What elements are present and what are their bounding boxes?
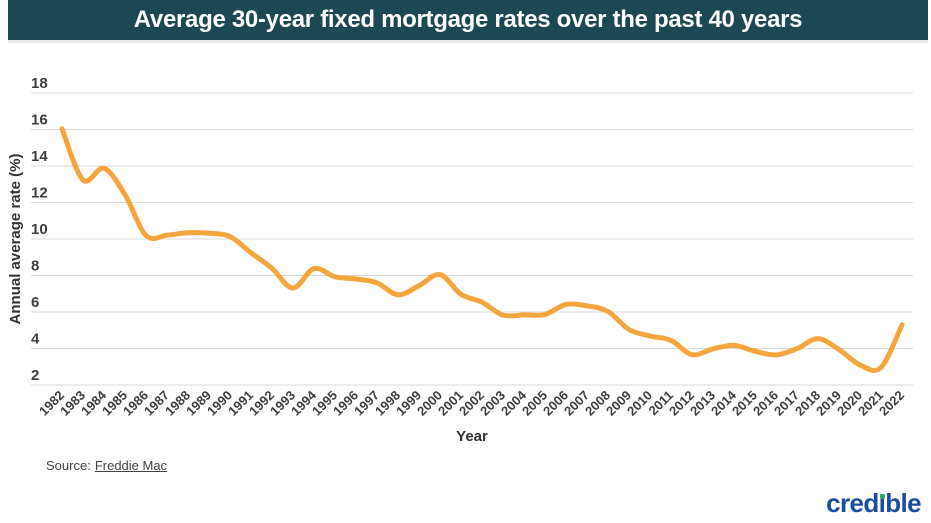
source-note: Source: Freddie Mac	[46, 458, 167, 473]
source-link[interactable]: Freddie Mac	[94, 458, 168, 473]
y-tick-label: 12	[31, 185, 48, 202]
source-prefix: Source:	[46, 458, 91, 473]
logo-text-after-i: ble	[885, 488, 921, 518]
credible-logo[interactable]: credı ble	[826, 488, 922, 518]
y-tick-label: 10	[31, 221, 48, 238]
y-tick-label: 6	[31, 294, 39, 311]
y-tick-label: 18	[31, 75, 48, 92]
rate-line	[59, 126, 905, 373]
y-tick-label: 16	[31, 112, 48, 129]
y-tick-label: 14	[31, 148, 48, 165]
y-axis-title: Annual average rate (%)	[7, 154, 24, 325]
logo-text-before-i: cred	[826, 488, 879, 518]
y-tick-label: 8	[31, 258, 39, 275]
chart-title: Average 30-year fixed mortgage rates ove…	[133, 6, 803, 33]
chart-title-bar: Average 30-year fixed mortgage rates ove…	[8, 0, 928, 43]
logo-letter-i: ı	[879, 490, 886, 516]
y-tick-label: 2	[31, 367, 39, 384]
logo-i-green-dot	[879, 494, 885, 499]
y-tick-label: 4	[31, 331, 40, 348]
logo-letter-i-stem: ı	[878, 488, 886, 518]
x-axis-title: Year	[456, 428, 488, 445]
x-tick-label: 2022	[876, 388, 907, 419]
